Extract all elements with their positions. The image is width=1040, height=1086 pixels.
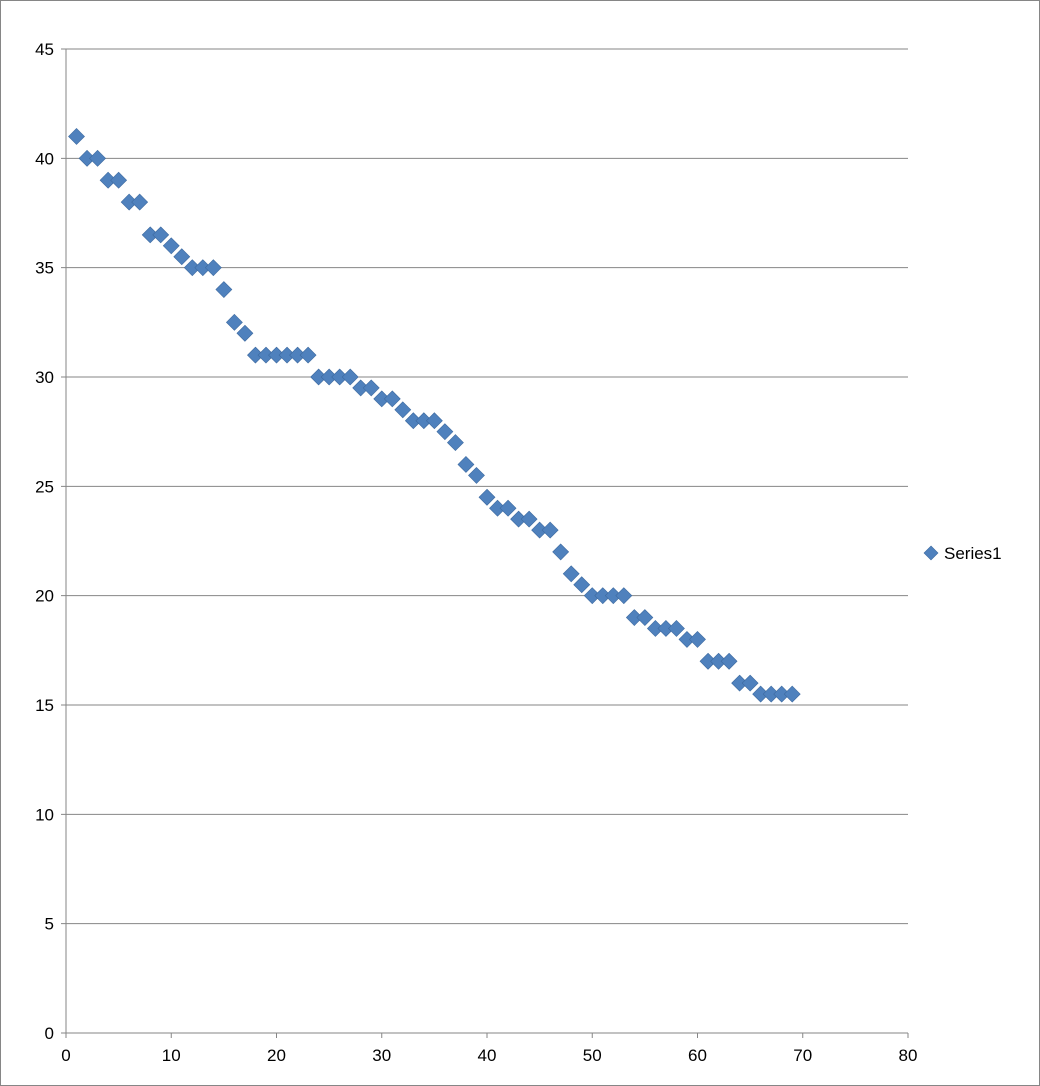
x-tick-label: 0 — [61, 1046, 70, 1065]
data-point — [425, 412, 443, 430]
x-tick-label: 70 — [793, 1046, 812, 1065]
data-point — [131, 193, 149, 211]
data-point — [520, 510, 538, 528]
data-point — [468, 466, 485, 484]
data-point — [341, 368, 359, 386]
y-tick-label: 0 — [45, 1024, 54, 1043]
data-point — [110, 171, 128, 189]
data-point — [152, 226, 170, 244]
x-tick-label: 40 — [478, 1046, 497, 1065]
data-point — [173, 248, 191, 266]
data-points — [68, 128, 801, 703]
data-point — [499, 499, 517, 517]
data-point — [162, 237, 180, 255]
data-point — [68, 128, 85, 145]
data-point — [720, 652, 738, 670]
data-point — [457, 456, 475, 473]
y-tick-label: 15 — [35, 696, 54, 715]
data-point — [478, 488, 496, 506]
data-point — [741, 674, 759, 692]
x-tick-label: 80 — [899, 1046, 918, 1065]
y-tick-label: 10 — [35, 805, 54, 824]
y-tick-label: 20 — [35, 587, 54, 606]
y-tick-label: 40 — [35, 149, 54, 168]
data-point — [383, 390, 401, 408]
y-tick-label: 5 — [45, 915, 54, 934]
y-tick-label: 30 — [35, 368, 54, 387]
data-point — [362, 379, 380, 397]
data-point — [541, 521, 559, 539]
data-point — [636, 609, 654, 626]
y-tick-label: 35 — [35, 259, 54, 278]
legend-marker-series1 — [923, 545, 939, 561]
gridlines — [61, 48, 908, 925]
tick-labels: 0 5 10 15 20 25 30 35 40 45 0 10 20 30 40 50 60 70 80 — [35, 40, 917, 1065]
data-point — [689, 630, 706, 648]
data-point — [573, 576, 591, 594]
data-point — [394, 401, 412, 419]
data-point — [783, 685, 801, 703]
data-point — [436, 423, 454, 441]
y-tick-label: 45 — [35, 40, 54, 59]
x-tick-label: 50 — [583, 1046, 602, 1065]
legend-label-series1: Series1 — [944, 544, 1002, 563]
data-point — [204, 259, 222, 277]
data-point — [615, 587, 633, 605]
data-point — [562, 565, 580, 583]
data-point — [215, 281, 233, 298]
legend: Series1 — [923, 544, 1002, 563]
x-tick-label: 60 — [688, 1046, 707, 1065]
y-tick-label: 25 — [35, 477, 54, 496]
x-tick-label: 10 — [162, 1046, 181, 1065]
x-tick-label: 30 — [372, 1046, 391, 1065]
data-point — [552, 543, 570, 561]
data-point — [668, 620, 685, 637]
data-point — [89, 149, 106, 167]
x-tick-label: 20 — [267, 1046, 286, 1065]
data-point — [299, 346, 317, 364]
data-point — [225, 313, 243, 331]
data-point — [236, 324, 254, 342]
axes — [61, 48, 909, 1038]
data-point — [447, 434, 464, 452]
